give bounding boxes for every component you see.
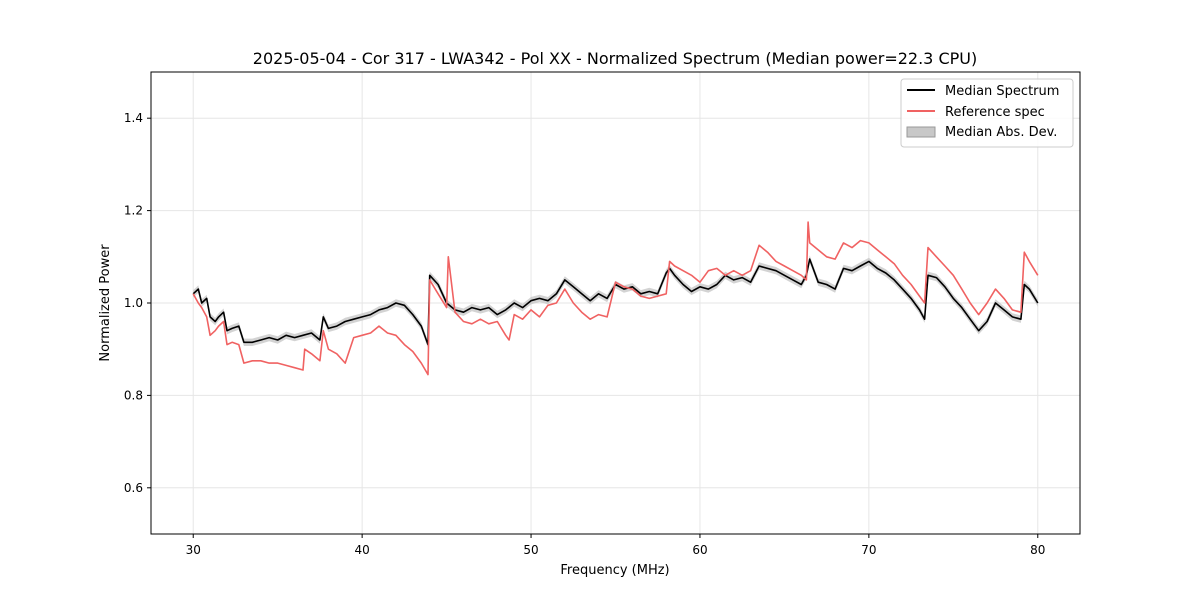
y-tick-label: 0.8 <box>124 388 143 402</box>
x-tick-label: 80 <box>1030 543 1045 557</box>
legend-mad-label: Median Abs. Dev. <box>945 125 1057 140</box>
legend-box <box>900 78 1074 148</box>
chart-title: 2025-05-04 - Cor 317 - LWA342 - Pol XX -… <box>253 49 977 68</box>
mad-band <box>193 255 1038 349</box>
x-tick-label: 70 <box>861 543 876 557</box>
legend: Median Spectrum Reference spec Median Ab… <box>900 78 1074 148</box>
x-tick-label: 50 <box>523 543 538 557</box>
y-axis-ticks: 0.6 0.8 1.0 1.2 1.4 <box>124 111 151 495</box>
series-lines <box>192 221 1039 376</box>
y-axis-label: Normalized Power <box>98 244 113 362</box>
x-tick-label: 30 <box>186 543 201 557</box>
x-tick-label: 60 <box>692 543 707 557</box>
reference-spectrum-line <box>192 221 1039 376</box>
mad-band-group <box>193 255 1038 349</box>
y-tick-label: 0.6 <box>124 481 143 495</box>
x-tick-label: 40 <box>354 543 369 557</box>
legend-mad-swatch <box>906 126 936 138</box>
y-tick-label: 1.4 <box>124 111 143 125</box>
x-axis-ticks: 30 40 50 60 70 80 <box>186 534 1045 557</box>
y-tick-label: 1.0 <box>124 296 143 310</box>
legend-median-label: Median Spectrum <box>945 84 1059 99</box>
legend-reference-label: Reference spec <box>945 105 1045 120</box>
y-tick-label: 1.2 <box>124 204 143 218</box>
median-spectrum-line <box>192 258 1039 346</box>
x-axis-label: Frequency (MHz) <box>560 563 669 578</box>
